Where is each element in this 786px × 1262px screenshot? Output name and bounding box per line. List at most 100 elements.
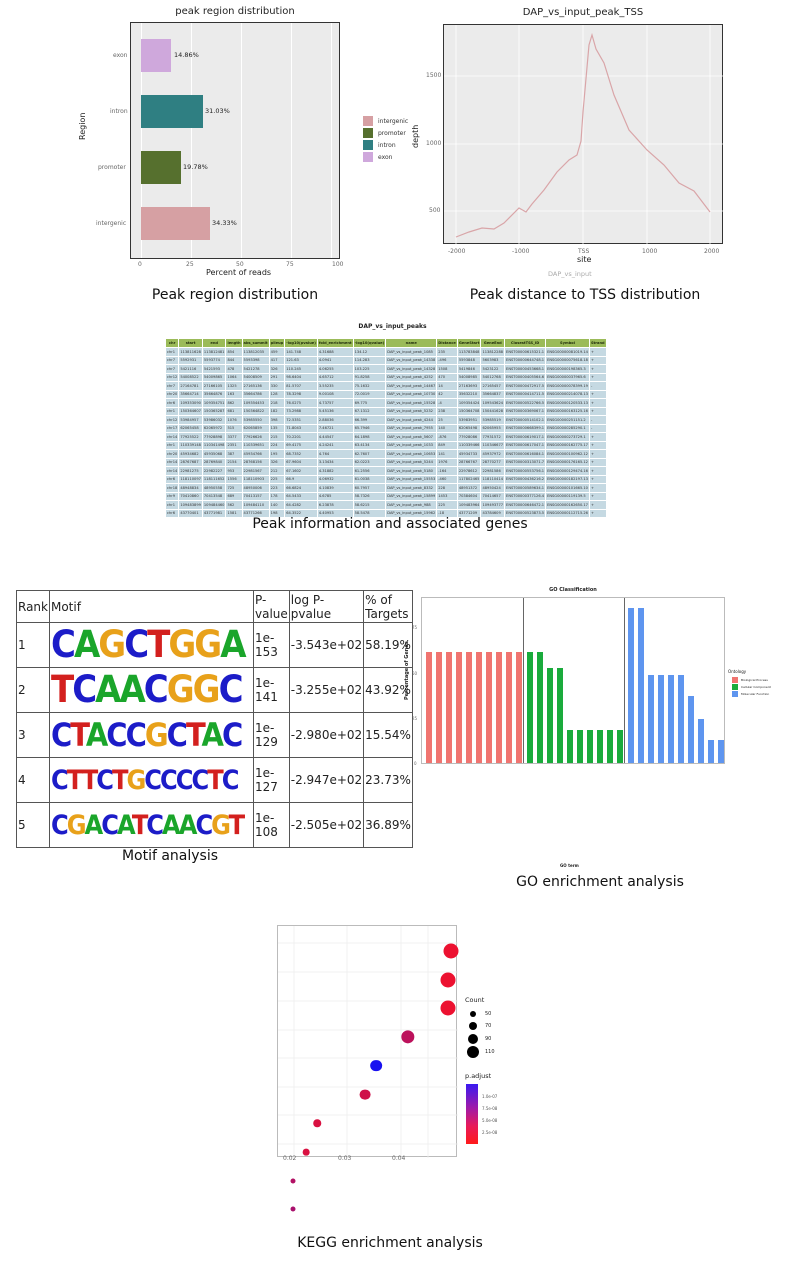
legend-label: Cellular Component (741, 685, 771, 689)
go-bar (506, 652, 512, 763)
x-tick: 0 (138, 261, 142, 268)
go-bar (607, 729, 613, 763)
table-cell: 62.7607 (352, 449, 387, 459)
table-row: chr1 110339148 110341498 2351 110339651 224 69… (164, 440, 607, 450)
table-cell: DAP_vs_input_peak_988 (385, 500, 438, 510)
table-row: chr1 109483899 109484460 562 109484110 140 64.… (164, 500, 607, 510)
table-cell: ENSG00000081019.14 (545, 347, 590, 357)
table-row: chr17 62065458 62065972 515 62065859 135 71.80… (164, 423, 607, 433)
table-cell: 45934766 (241, 449, 270, 459)
table-cell: 22978612 (456, 466, 482, 476)
table-cell: 48950424 (480, 483, 506, 493)
table-cell: DAP_vs_input_peak_4252 (385, 372, 438, 382)
table-cell: 5592931 (178, 355, 203, 365)
table-cell: 28766767 (456, 457, 482, 467)
bar-intergenic (141, 207, 210, 240)
x-tick: 100 (332, 261, 344, 268)
table-cell: 109483899 (178, 500, 203, 510)
table-row: chr1 150364607 150365287 681 150364822 182 73.… (164, 406, 607, 416)
motif-row: 1 CAGCTGGA 1e-153 -3.543e+02 58.19% (16, 622, 413, 668)
legend-title: Count (465, 996, 485, 1004)
table-cell: ENSG00000129474.16 (545, 466, 590, 476)
table-cell: 76.0275 (284, 398, 318, 408)
table-cell: 70413157 (241, 491, 270, 501)
table-cell: 849 (436, 440, 458, 450)
motif-rank: 1 (16, 622, 50, 668)
table-cell: 54008985 (456, 372, 482, 382)
kegg-point (290, 1178, 296, 1184)
go-bar (567, 729, 573, 763)
table-cell: 121.63 (284, 355, 318, 365)
table-cell: 43771266 (241, 508, 270, 518)
table-cell: 35664837 (480, 389, 506, 399)
table-cell: 70413548 (201, 491, 227, 501)
motif-targets: 43.92% (363, 667, 413, 713)
table-row: chr12 54008522 54009865 1064 54008509 291 98.6… (164, 372, 607, 382)
table-cell: 103.225 (352, 364, 387, 374)
legend-title: p.adjust (465, 1072, 492, 1080)
table-cell: chr12 (164, 372, 180, 382)
col-header: Distance (436, 338, 458, 348)
table-cell: ENSG00000214078.13 (545, 389, 590, 399)
table-cell: 182 (268, 406, 286, 416)
go-bar (688, 696, 694, 763)
table-row: chr14 77925522 77928898 3377 77926626 215 70.2… (164, 432, 607, 442)
legend-label: exon (378, 154, 393, 161)
table-cell: 22981567 (241, 466, 270, 476)
table-row: chr6 43770401 43771981 1581 43771266 198 64.35… (164, 508, 607, 518)
table-cell: ENSG00000251151.2 (545, 415, 590, 425)
table-cell: 118110903 (241, 474, 270, 484)
kegg-point (303, 1148, 310, 1156)
table-cell: 63.4134 (352, 440, 387, 450)
kegg-plot-panel (277, 925, 458, 1158)
table-cell: 224 (268, 440, 286, 450)
table-cell: 62065859 (241, 423, 270, 433)
table-cell: 398 (268, 415, 286, 425)
table-cell: 65.7946 (352, 423, 387, 433)
table-cell: 70.2201 (284, 432, 318, 442)
table-cell: 4.31882 (316, 466, 354, 476)
table-cell: 4.24241 (316, 440, 354, 450)
tss-chart-title: DAP_vs_input_peak_TSS (522, 7, 644, 18)
table-cell: 27166105 (201, 381, 227, 391)
y-tick-promoter: promoter (98, 164, 126, 171)
go-bar (557, 668, 563, 763)
table-cell: 140 (436, 423, 458, 433)
table-cell: ENSG00000037965.6 (545, 372, 590, 382)
table-cell: 113812035 (241, 347, 270, 357)
table-cell: 215 (268, 432, 286, 442)
table-cell: 1581 (225, 508, 243, 518)
table-cell: 70410860 (178, 491, 203, 501)
table-cell: 1076 (225, 415, 243, 425)
col-header: fold_enrichment (316, 338, 354, 348)
bar-label-intergenic: 34.33% (212, 219, 237, 227)
y-tick: 1000 (426, 140, 442, 147)
table-cell: DAP_vs_input_peak_1033 (385, 440, 438, 450)
peaks-table-title: DAP_vs_input_peaks (358, 323, 427, 330)
table-cell: chr7 (164, 355, 180, 365)
table-cell: + (588, 406, 607, 416)
go-bar (658, 675, 664, 763)
table-cell: 35664786 (241, 389, 270, 399)
table-row: chr6 118110097 118111652 1556 118110903 225 66… (164, 474, 607, 484)
table-cell: chr6 (164, 398, 180, 408)
table-cell: ENST00000616084.1 (504, 449, 547, 459)
table-cell: 128 (268, 389, 286, 399)
table-cell: chr1 (164, 440, 180, 450)
x-tick: 1000 (642, 248, 658, 255)
table-cell: 5603983 (480, 355, 506, 365)
table-cell: 5423122 (480, 364, 506, 374)
table-cell: ENSG00000162650.17 (545, 500, 590, 510)
table-cell: 140 (268, 500, 286, 510)
table-cell: ENSG00000075618.18 (545, 355, 590, 365)
table-row: chr20 35664714 35664876 163 35664786 128 78.32… (164, 389, 607, 399)
table-cell: + (588, 432, 607, 442)
table-cell: 28767687 (178, 457, 203, 467)
table-cell: 45934682 (178, 449, 203, 459)
table-cell: 109354424 (456, 398, 482, 408)
x-tick: 0.02 (283, 1155, 297, 1162)
table-row: chr6 109353090 109354751 862 109354453 218 76.… (164, 398, 607, 408)
table-cell: 387 (225, 449, 243, 459)
table-cell: chr1 (164, 406, 180, 416)
table-cell: 118110097 (178, 474, 203, 484)
